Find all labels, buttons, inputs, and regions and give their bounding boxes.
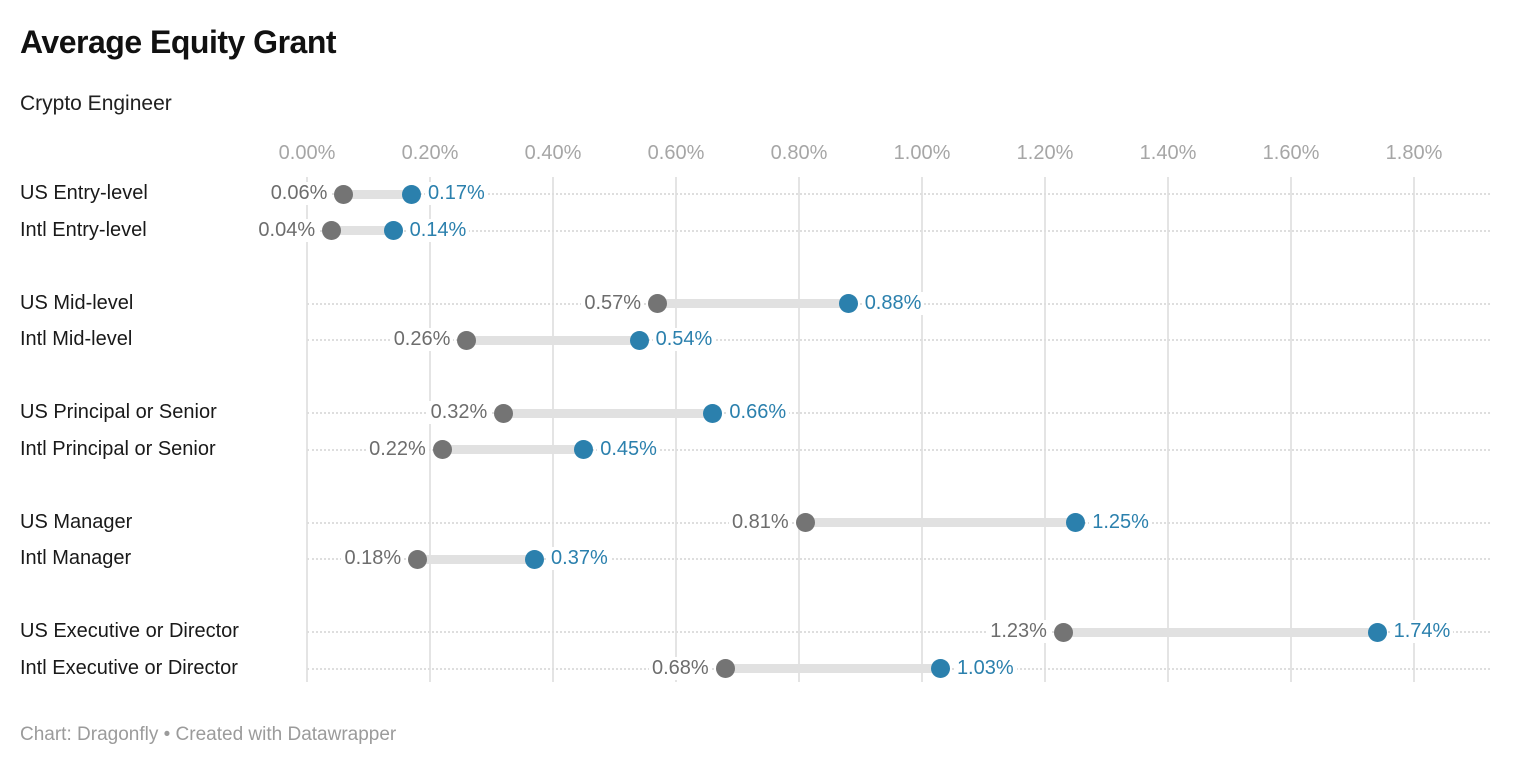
end-dot-blue <box>383 221 403 240</box>
start-value-label: 0.04% <box>255 218 319 242</box>
range-band <box>343 189 412 199</box>
x-gridline <box>921 177 923 682</box>
start-value-label: 0.22% <box>366 437 429 461</box>
start-value-label: 0.32% <box>427 401 491 424</box>
x-axis-tick-label: 0.40% <box>524 142 582 164</box>
end-dot-blue <box>402 184 422 204</box>
start-dot-gray <box>494 403 514 423</box>
end-dot-blue <box>838 294 858 313</box>
row-guide-dotted <box>307 193 1490 195</box>
row-guide-dotted <box>307 558 1490 560</box>
start-dot-gray <box>715 659 735 678</box>
start-value-label: 0.26% <box>390 328 454 351</box>
end-value-label: 0.17% <box>425 182 488 205</box>
range-band <box>657 299 849 308</box>
row-guide-dotted <box>307 339 1490 341</box>
start-value-label: 0.68% <box>648 656 712 680</box>
row-guide-dotted <box>307 412 1490 414</box>
range-band <box>503 408 713 418</box>
x-axis-tick-label: 1.00% <box>893 142 951 164</box>
row-guide-dotted <box>307 631 1490 633</box>
chart-subtitle: Crypto Engineer <box>20 92 172 115</box>
end-value-label: 0.45% <box>597 437 660 461</box>
end-dot-blue <box>629 330 649 350</box>
category-label: US Mid-level <box>20 291 134 314</box>
x-axis-tick-label: 0.00% <box>278 142 336 164</box>
range-band <box>466 335 640 345</box>
end-value-label: 0.37% <box>548 547 611 570</box>
start-dot-gray <box>648 294 668 313</box>
x-gridline <box>798 177 800 682</box>
x-gridline <box>429 177 431 682</box>
start-dot-gray <box>795 513 815 532</box>
x-axis-tick-label: 1.60% <box>1262 142 1320 164</box>
range-band <box>725 664 941 673</box>
start-dot-gray <box>334 184 354 204</box>
end-value-label: 0.88% <box>861 291 925 315</box>
x-axis-tick-label: 0.20% <box>401 142 459 164</box>
x-gridline <box>552 177 554 682</box>
category-label: Intl Entry-level <box>20 218 147 241</box>
start-value-label: 0.06% <box>267 182 331 205</box>
x-gridline <box>1413 177 1415 682</box>
end-dot-blue <box>574 440 594 459</box>
row-guide-dotted <box>307 229 1490 232</box>
category-label: US Executive or Director <box>20 620 239 642</box>
range-band <box>442 445 584 454</box>
x-axis-tick-label: 0.60% <box>647 142 705 164</box>
x-axis-tick-label: 1.40% <box>1139 142 1197 164</box>
category-label: US Entry-level <box>20 182 148 204</box>
x-axis-tick-label: 0.80% <box>770 142 828 164</box>
x-gridline <box>1167 177 1169 682</box>
end-value-label: 1.03% <box>953 656 1017 680</box>
chart-credit: Chart: Dragonfly • Created with Datawrap… <box>20 724 397 745</box>
start-dot-gray <box>432 440 452 459</box>
x-axis-tick-label: 1.80% <box>1385 142 1443 164</box>
category-label: US Manager <box>20 510 133 533</box>
category-label: Intl Manager <box>20 547 132 569</box>
category-label: Intl Mid-level <box>20 328 133 350</box>
range-band <box>805 518 1076 527</box>
x-gridline <box>1290 177 1292 682</box>
category-label: US Principal or Senior <box>20 401 217 423</box>
start-dot-gray <box>408 549 428 569</box>
start-dot-gray <box>457 330 477 350</box>
x-gridline <box>306 177 308 682</box>
end-dot-blue <box>525 549 545 569</box>
start-value-label: 1.23% <box>987 620 1050 643</box>
start-value-label: 0.57% <box>581 291 645 315</box>
range-band <box>417 554 535 564</box>
range-band <box>331 226 394 235</box>
category-label: Intl Executive or Director <box>20 656 238 679</box>
start-value-label: 0.81% <box>728 510 792 534</box>
end-dot-blue <box>703 403 723 423</box>
start-value-label: 0.18% <box>341 547 405 570</box>
x-gridline <box>675 177 677 682</box>
end-value-label: 0.54% <box>652 328 716 351</box>
end-value-label: 0.66% <box>726 401 790 424</box>
end-value-label: 1.74% <box>1390 620 1454 643</box>
end-value-label: 1.25% <box>1089 510 1152 534</box>
x-gridline <box>1044 177 1046 682</box>
row-guide-dotted <box>307 448 1490 451</box>
category-label: Intl Principal or Senior <box>20 437 216 460</box>
end-dot-blue <box>930 659 950 678</box>
start-dot-gray <box>1053 622 1073 642</box>
end-dot-blue <box>1066 513 1086 532</box>
x-axis-tick-label: 1.20% <box>1016 142 1074 164</box>
start-dot-gray <box>322 221 342 240</box>
end-dot-blue <box>1367 622 1387 642</box>
chart-title: Average Equity Grant <box>20 24 337 60</box>
end-value-label: 0.14% <box>406 218 470 242</box>
range-band <box>1063 627 1378 637</box>
